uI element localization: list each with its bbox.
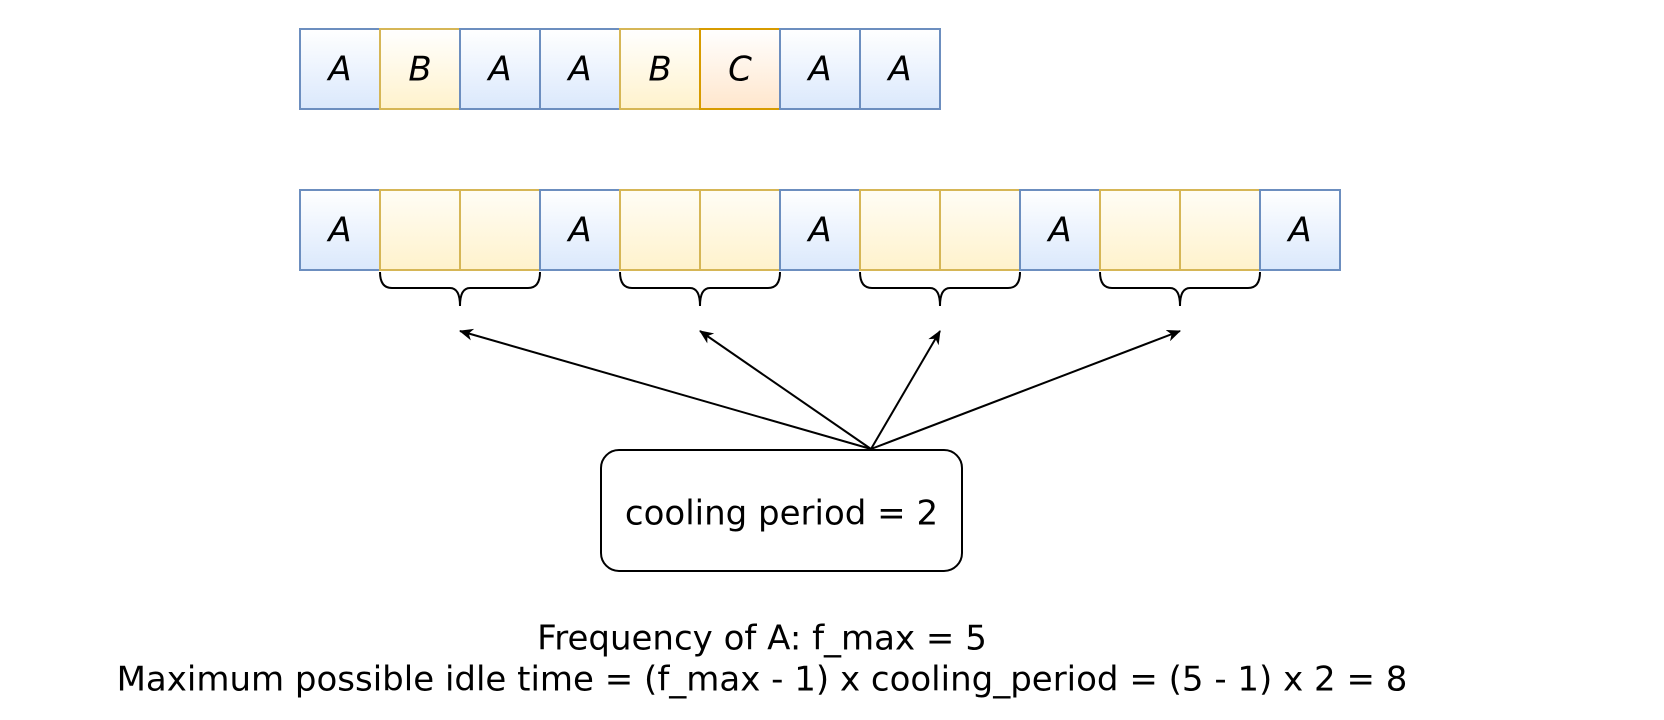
schedule-cell-box <box>539 189 621 271</box>
idle-time-caption: Maximum possible idle time = (f_max - 1)… <box>117 660 1408 700</box>
sequence-cell-label: A <box>326 50 351 90</box>
idle-brace-4 <box>1099 271 1261 307</box>
idle-brace-1 <box>379 271 541 307</box>
caption: Frequency of A: f_max = 5 Maximum possib… <box>117 619 1408 700</box>
sequence-cell-box <box>619 28 701 110</box>
schedule-cell-box <box>699 189 781 271</box>
schedule-cell-a: A <box>299 189 381 271</box>
schedule-cell-box <box>379 189 461 271</box>
cooling-arrow-1 <box>459 328 872 450</box>
cooling-arrow-3 <box>870 330 941 450</box>
idle-brace-3 <box>859 271 1021 307</box>
schedule-idle-cell <box>1099 189 1181 271</box>
sequence-cell-box <box>459 28 541 110</box>
sequence-cell-box <box>299 28 381 110</box>
sequence-cell-box <box>859 28 941 110</box>
schedule-cell-a: A <box>779 189 861 271</box>
schedule-idle-cell <box>699 189 781 271</box>
schedule-idle-cell <box>379 189 461 271</box>
schedule-cell-label: A <box>806 211 831 251</box>
sequence-cell-a: A <box>299 28 381 110</box>
sequence-cell-a: A <box>539 28 621 110</box>
sequence-cell-label: B <box>648 50 671 90</box>
sequence-cell-b: B <box>619 28 701 110</box>
sequence-cell-label: A <box>486 50 511 90</box>
schedule-cell-label: A <box>1046 211 1071 251</box>
cooling-period-label: cooling period = 2 <box>625 494 938 534</box>
sequence-cell-label: C <box>728 50 752 90</box>
cooling-arrows <box>459 328 1181 450</box>
schedule-idle-cell <box>1179 189 1261 271</box>
sequence-cell-b: B <box>379 28 461 110</box>
schedule-cell-box <box>1179 189 1261 271</box>
schedule-cell-box <box>859 189 941 271</box>
schedule-cell-label: A <box>566 211 591 251</box>
schedule-cell-a: A <box>1259 189 1341 271</box>
schedule-idle-cell <box>939 189 1021 271</box>
idle-brace-2 <box>619 271 781 307</box>
frequency-caption: Frequency of A: f_max = 5 <box>537 619 987 659</box>
schedule-cell-a: A <box>539 189 621 271</box>
sequence-cell-a: A <box>459 28 541 110</box>
sequence-cell-box <box>779 28 861 110</box>
sequence-cell-a: A <box>859 28 941 110</box>
schedule-cell-label: A <box>1286 211 1311 251</box>
schedule-cell-box <box>939 189 1021 271</box>
schedule-cell-box <box>459 189 541 271</box>
schedule-cell-box <box>619 189 701 271</box>
cooling-period-box-frame <box>600 449 963 572</box>
sequence-cell-box <box>699 28 781 110</box>
schedule-cell-box <box>1099 189 1181 271</box>
sequence-cell-label: A <box>566 50 591 90</box>
schedule-cell-box <box>299 189 381 271</box>
cooling-arrow-2 <box>699 330 872 450</box>
sequence-cell-label: A <box>886 50 911 90</box>
cooling-arrow-4 <box>870 330 1181 450</box>
schedule-cell-box <box>1259 189 1341 271</box>
cooling-period-box: cooling period = 2 <box>600 449 963 572</box>
schedule-cell-label: A <box>326 211 351 251</box>
schedule-idle-cell <box>619 189 701 271</box>
sequence-cell-a: A <box>779 28 861 110</box>
sequence-cell-label: A <box>806 50 831 90</box>
schedule-idle-cell <box>859 189 941 271</box>
schedule-cell-box <box>1019 189 1101 271</box>
idle-slot-braces <box>379 271 1261 307</box>
schedule-idle-cell <box>459 189 541 271</box>
sequence-cell-label: B <box>408 50 431 90</box>
schedule-cell-a: A <box>1019 189 1101 271</box>
sequence-cell-box <box>379 28 461 110</box>
sequence-cell-c: C <box>699 28 781 110</box>
